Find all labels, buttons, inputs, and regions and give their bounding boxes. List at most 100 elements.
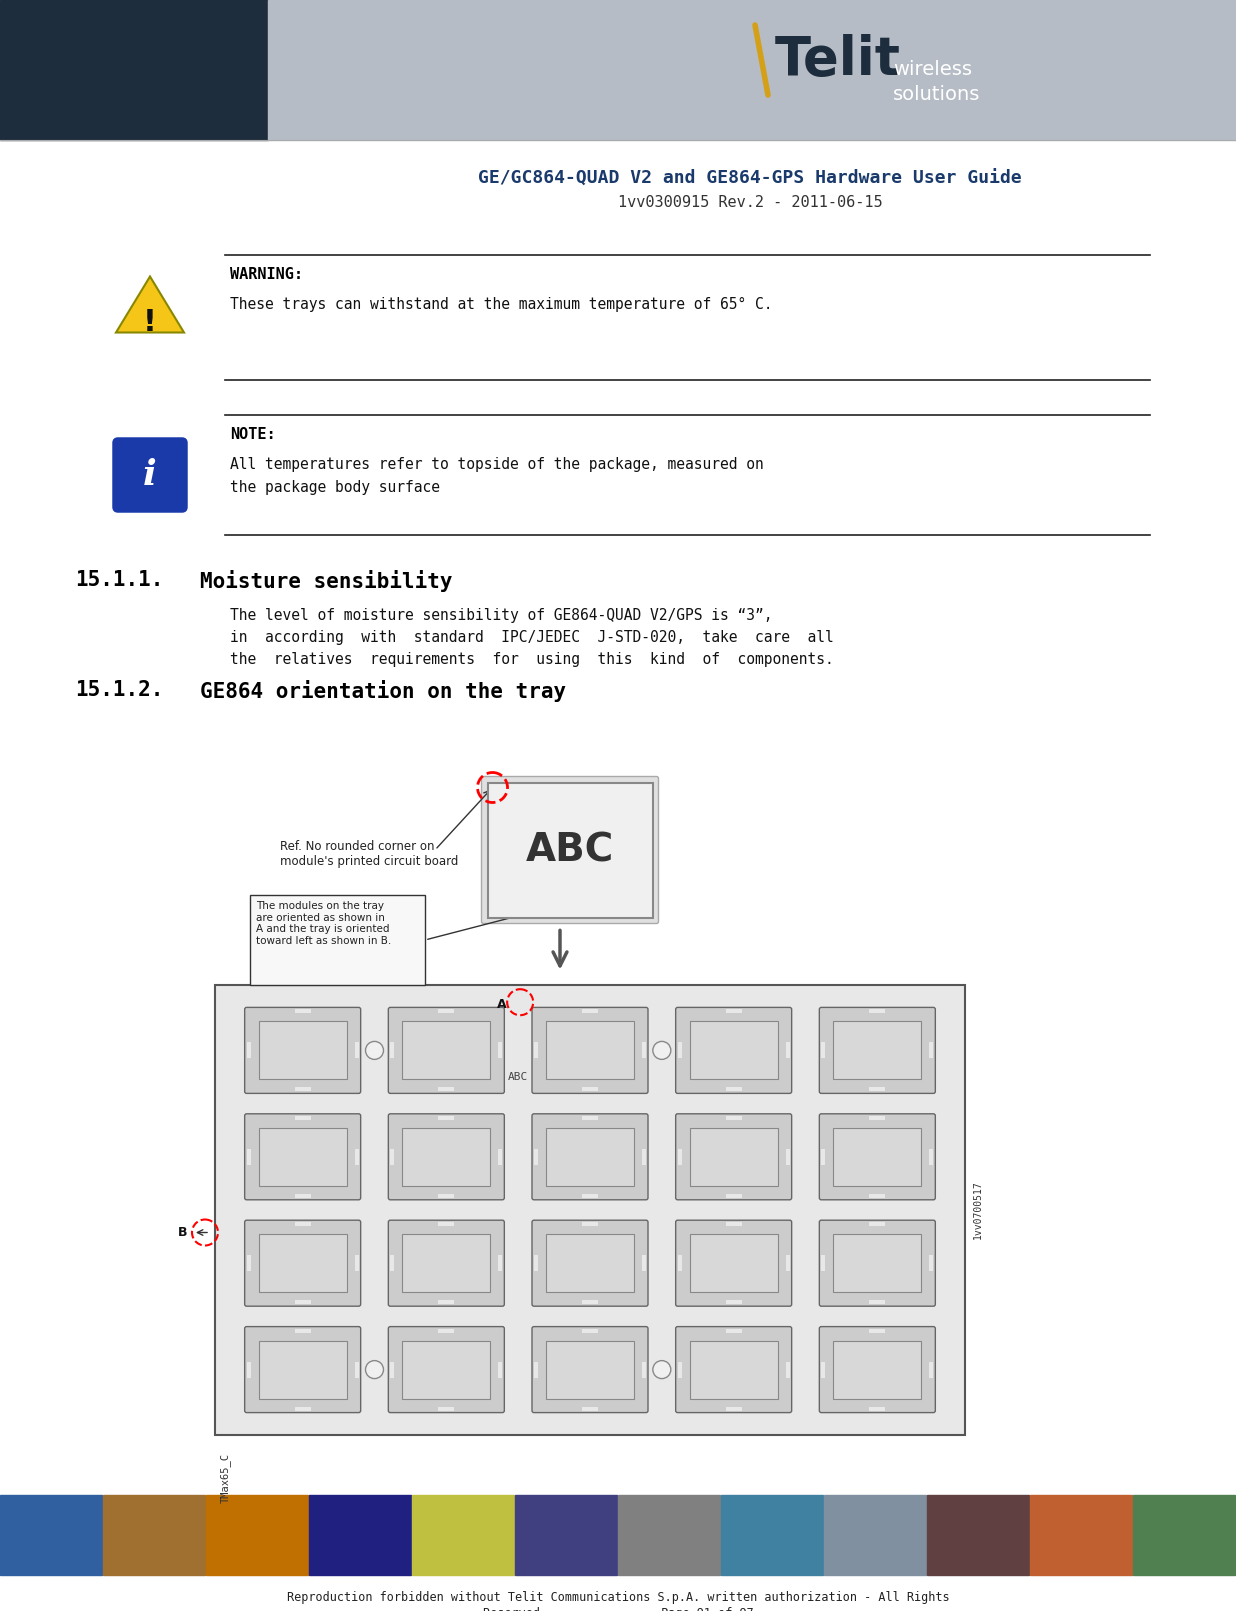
Text: GE/GC864-QUAD V2 and GE864-GPS Hardware User Guide: GE/GC864-QUAD V2 and GE864-GPS Hardware …: [478, 171, 1022, 188]
Bar: [726, 1010, 742, 1013]
Bar: [498, 1149, 502, 1165]
Bar: [294, 1116, 310, 1120]
FancyBboxPatch shape: [819, 1113, 936, 1200]
Bar: [403, 1234, 491, 1292]
Bar: [439, 1300, 455, 1305]
Bar: [582, 1406, 598, 1411]
Bar: [439, 1010, 455, 1013]
Bar: [403, 1021, 491, 1079]
Text: The level of moisture sensibility of GE864-QUAD V2/GPS is “3”,
in  according  wi: The level of moisture sensibility of GE8…: [230, 607, 834, 667]
Bar: [355, 1042, 358, 1058]
Text: Telit: Telit: [775, 34, 901, 85]
Text: ABC: ABC: [508, 1073, 528, 1083]
Bar: [822, 1042, 826, 1058]
Text: A: A: [497, 997, 507, 1010]
Text: Reproduction forbidden without Telit Communications S.p.A. written authorization: Reproduction forbidden without Telit Com…: [287, 1592, 949, 1605]
Bar: [869, 1010, 885, 1013]
Bar: [355, 1361, 358, 1377]
Bar: [250, 896, 425, 984]
Bar: [534, 1361, 538, 1377]
Bar: [546, 1128, 634, 1186]
Bar: [439, 1116, 455, 1120]
Bar: [309, 1495, 412, 1576]
Bar: [498, 1255, 502, 1271]
Bar: [206, 1495, 308, 1576]
Bar: [412, 1495, 514, 1576]
FancyBboxPatch shape: [531, 1113, 648, 1200]
Text: wireless
solutions: wireless solutions: [892, 60, 980, 105]
Bar: [726, 1300, 742, 1305]
Bar: [677, 1361, 682, 1377]
Text: All temperatures refer to topside of the package, measured on
the package body s: All temperatures refer to topside of the…: [230, 458, 764, 496]
FancyBboxPatch shape: [245, 1326, 361, 1413]
Bar: [355, 1255, 358, 1271]
Text: B: B: [178, 1226, 187, 1239]
Bar: [391, 1042, 394, 1058]
Bar: [582, 1329, 598, 1332]
Bar: [258, 1234, 346, 1292]
Bar: [546, 1340, 634, 1398]
Bar: [677, 1042, 682, 1058]
Bar: [833, 1340, 921, 1398]
Bar: [258, 1128, 346, 1186]
Bar: [391, 1255, 394, 1271]
Bar: [355, 1149, 358, 1165]
Bar: [618, 1495, 721, 1576]
Text: 1vv0300915 Rev.2 - 2011-06-15: 1vv0300915 Rev.2 - 2011-06-15: [618, 195, 883, 209]
Bar: [726, 1406, 742, 1411]
Bar: [641, 1149, 646, 1165]
Bar: [677, 1149, 682, 1165]
Bar: [258, 1021, 346, 1079]
Bar: [439, 1194, 455, 1199]
Bar: [439, 1406, 455, 1411]
FancyBboxPatch shape: [245, 1220, 361, 1307]
Text: GE864 orientation on the tray: GE864 orientation on the tray: [200, 680, 566, 702]
Bar: [786, 1255, 790, 1271]
Bar: [247, 1042, 251, 1058]
FancyBboxPatch shape: [676, 1113, 792, 1200]
Bar: [582, 1087, 598, 1091]
Bar: [786, 1042, 790, 1058]
Bar: [582, 1223, 598, 1226]
Bar: [268, 0, 1236, 140]
Text: !: !: [143, 308, 157, 337]
Bar: [869, 1223, 885, 1226]
FancyBboxPatch shape: [676, 1326, 792, 1413]
Bar: [929, 1149, 933, 1165]
FancyBboxPatch shape: [388, 1113, 504, 1200]
Bar: [534, 1149, 538, 1165]
Text: 1vv0700517: 1vv0700517: [973, 1181, 983, 1239]
Bar: [582, 1300, 598, 1305]
Bar: [215, 984, 965, 1435]
Text: ABC: ABC: [525, 831, 614, 868]
Circle shape: [366, 1361, 383, 1379]
Bar: [929, 1255, 933, 1271]
Text: NOTE:: NOTE:: [230, 427, 276, 441]
Bar: [641, 1361, 646, 1377]
Bar: [869, 1194, 885, 1199]
Bar: [294, 1087, 310, 1091]
Bar: [726, 1116, 742, 1120]
FancyBboxPatch shape: [487, 783, 653, 918]
Bar: [833, 1128, 921, 1186]
Bar: [786, 1149, 790, 1165]
Bar: [822, 1149, 826, 1165]
Polygon shape: [116, 277, 184, 332]
Bar: [641, 1255, 646, 1271]
Bar: [439, 1223, 455, 1226]
Bar: [391, 1149, 394, 1165]
FancyBboxPatch shape: [388, 1326, 504, 1413]
Bar: [726, 1329, 742, 1332]
Bar: [929, 1361, 933, 1377]
Bar: [869, 1300, 885, 1305]
Text: Ref. No rounded corner on
module's printed circuit board: Ref. No rounded corner on module's print…: [281, 839, 459, 868]
Bar: [546, 1234, 634, 1292]
Bar: [534, 1042, 538, 1058]
Bar: [726, 1087, 742, 1091]
Circle shape: [366, 1041, 383, 1060]
Bar: [824, 1495, 926, 1576]
Bar: [786, 1361, 790, 1377]
Circle shape: [653, 1041, 671, 1060]
Text: 15.1.1.: 15.1.1.: [75, 570, 163, 590]
Bar: [726, 1223, 742, 1226]
